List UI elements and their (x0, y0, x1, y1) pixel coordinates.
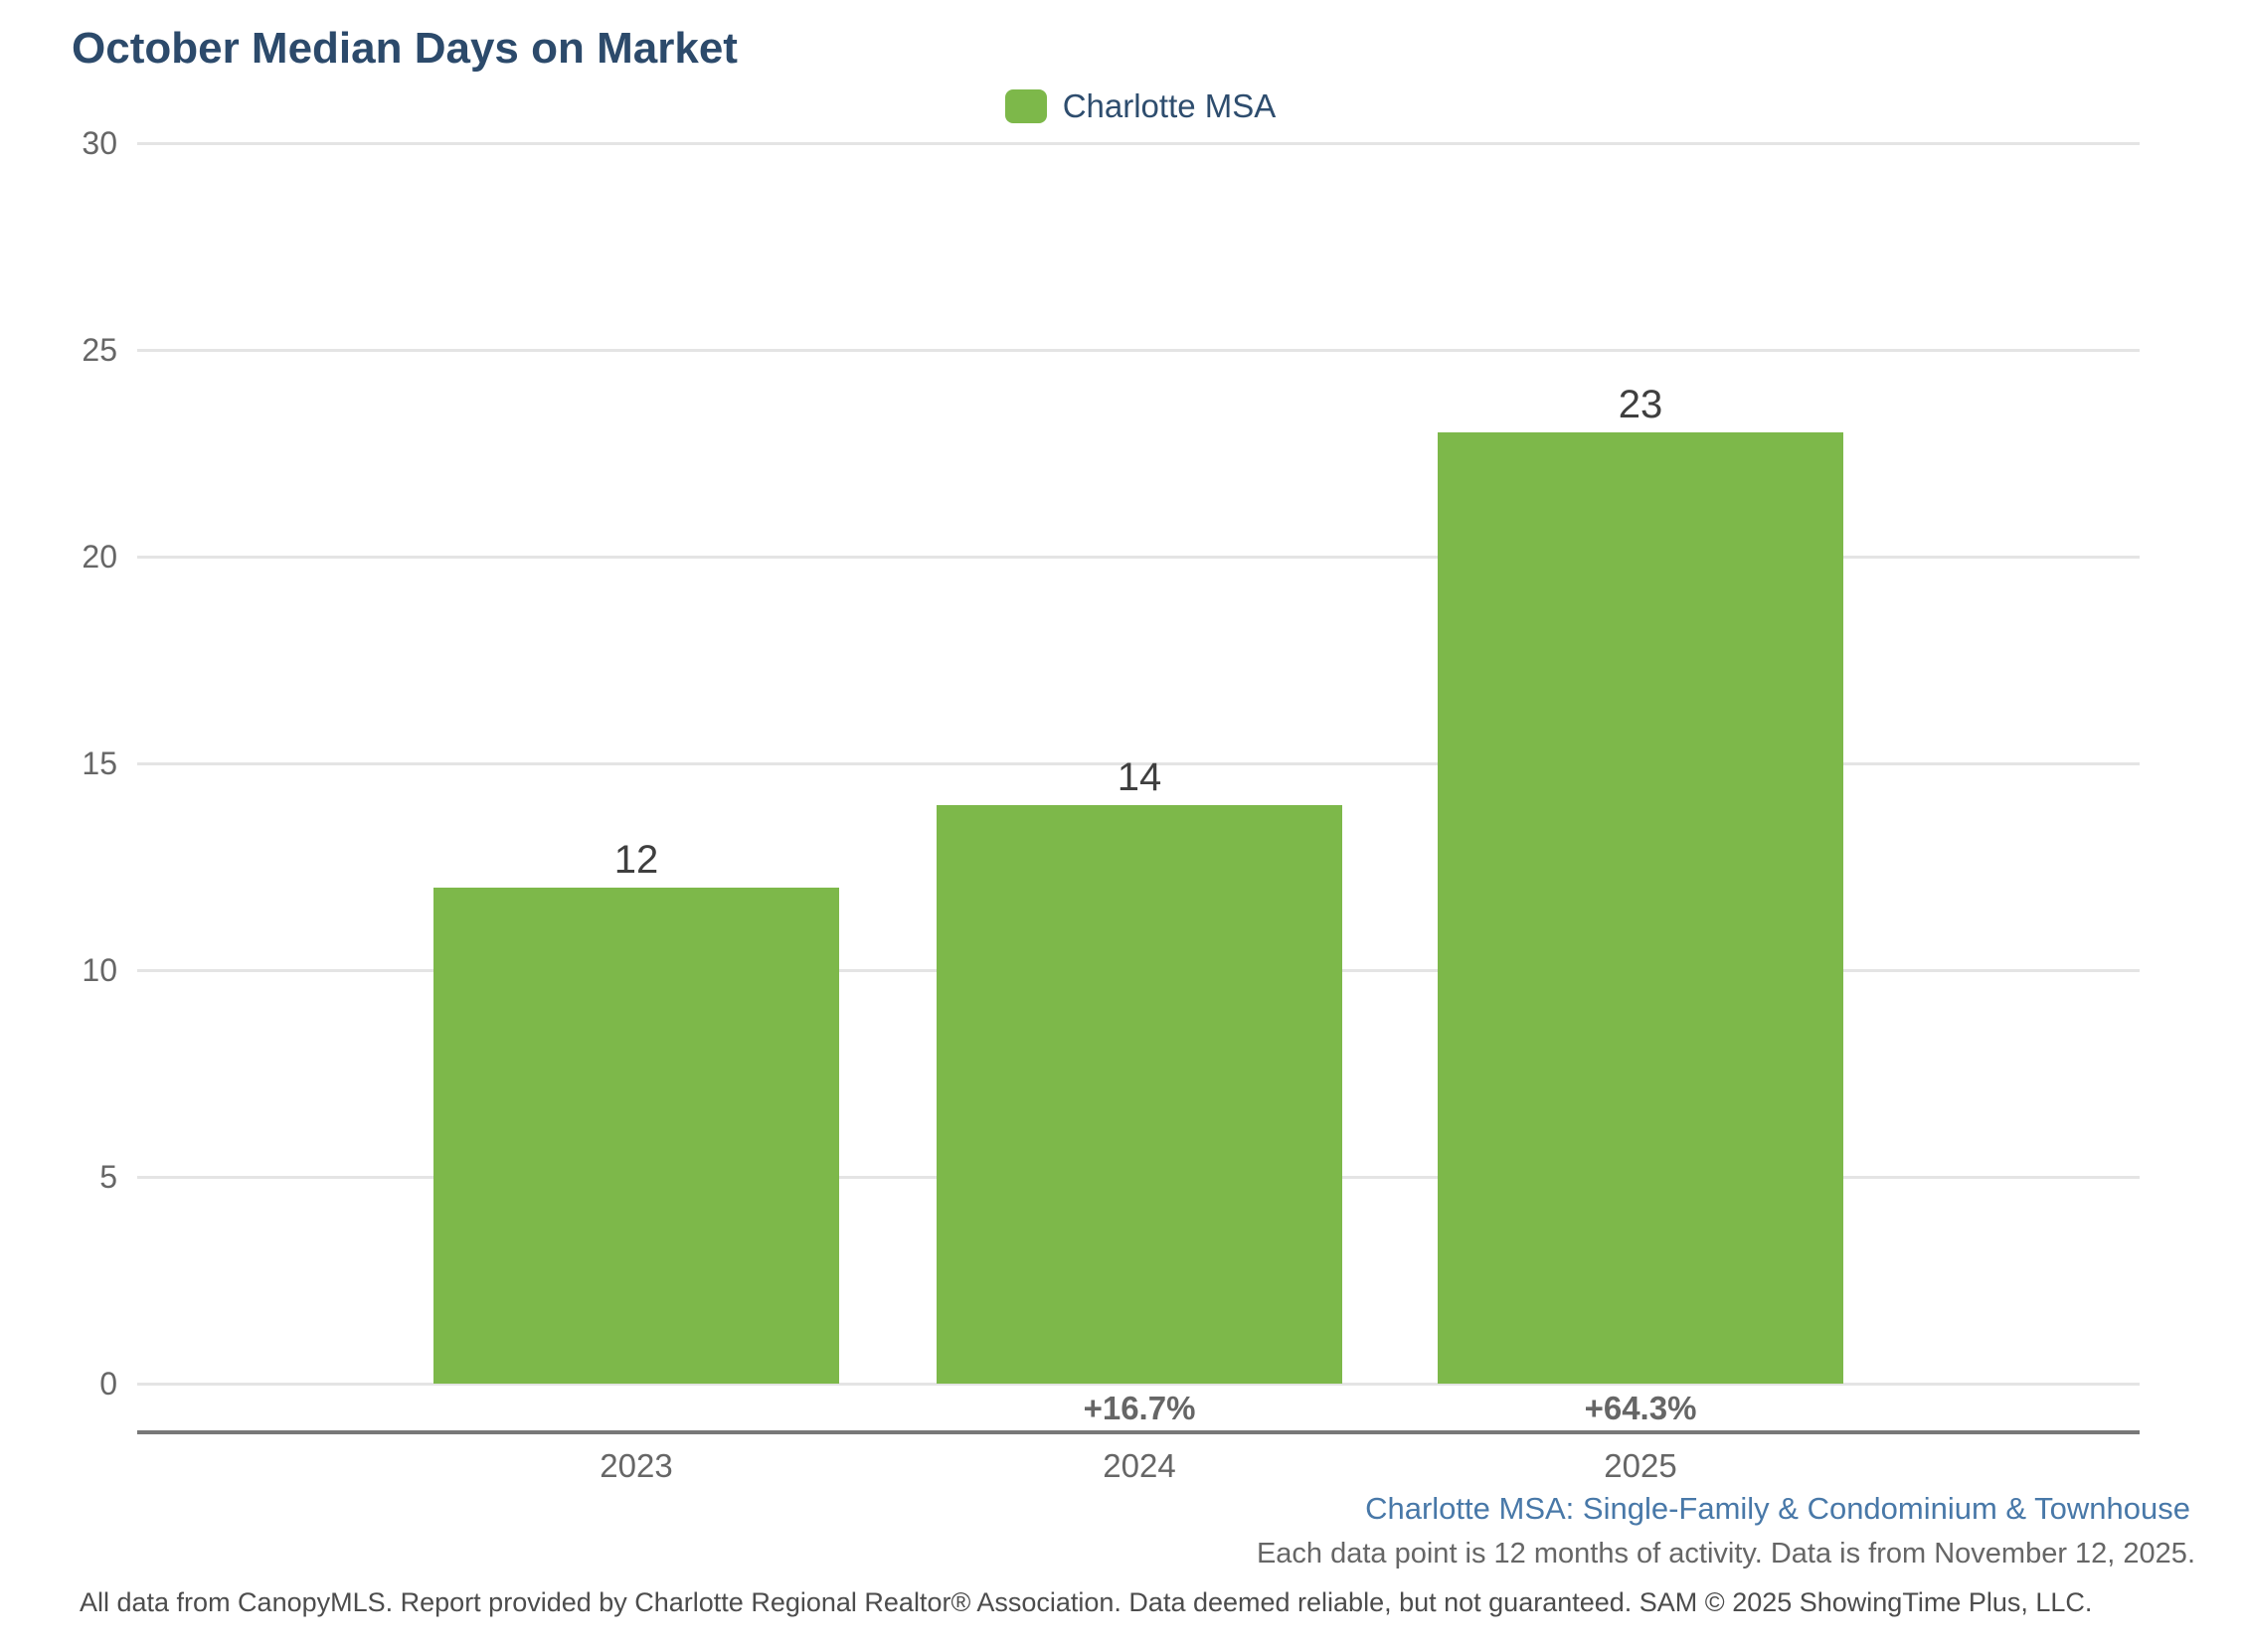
legend-item-label: Charlotte MSA (1062, 87, 1277, 124)
y-axis-tick-label: 0 (99, 1366, 117, 1402)
bar-change-label: +16.7% (1083, 1390, 1196, 1426)
bar-2025[interactable] (1438, 432, 1843, 1384)
footer-note: Each data point is 12 months of activity… (1256, 1538, 2195, 1569)
x-axis-category-label: 2024 (1103, 1447, 1176, 1484)
footer-subtitle: Charlotte MSA: Single-Family & Condomini… (1365, 1491, 2190, 1526)
bar-value-label: 23 (1618, 383, 1663, 426)
gridline-y-0 (137, 1383, 2140, 1386)
gridline-y-20 (137, 556, 2140, 559)
legend-item-charlotte-msa[interactable]: Charlotte MSA (1004, 87, 1277, 125)
y-axis-tick-label: 15 (82, 745, 117, 781)
footer-disclaimer: All data from CanopyMLS. Report provided… (80, 1587, 2093, 1617)
legend: Charlotte MSA (0, 87, 2243, 125)
gridline-y-25 (137, 349, 2140, 352)
x-axis-line (137, 1430, 2140, 1434)
gridline-y-15 (137, 762, 2140, 765)
bar-value-label: 14 (1117, 755, 1162, 799)
legend-swatch-icon (1004, 89, 1047, 123)
x-axis-category-label: 2023 (600, 1447, 673, 1484)
y-axis-tick-label: 20 (82, 539, 117, 575)
bar-2023[interactable] (433, 888, 839, 1384)
chart-title: October Median Days on Market (72, 24, 738, 73)
bar-value-label: 12 (613, 838, 659, 882)
bar-change-label: +64.3% (1584, 1390, 1697, 1426)
gridline-y-30 (137, 142, 2140, 145)
y-axis-tick-label: 10 (82, 952, 117, 988)
y-axis-tick-label: 5 (99, 1159, 117, 1195)
y-axis-tick-label: 30 (82, 125, 117, 161)
x-axis-category-label: 2025 (1604, 1447, 1677, 1484)
bar-2024[interactable] (937, 805, 1342, 1384)
y-axis-tick-label: 25 (82, 332, 117, 368)
